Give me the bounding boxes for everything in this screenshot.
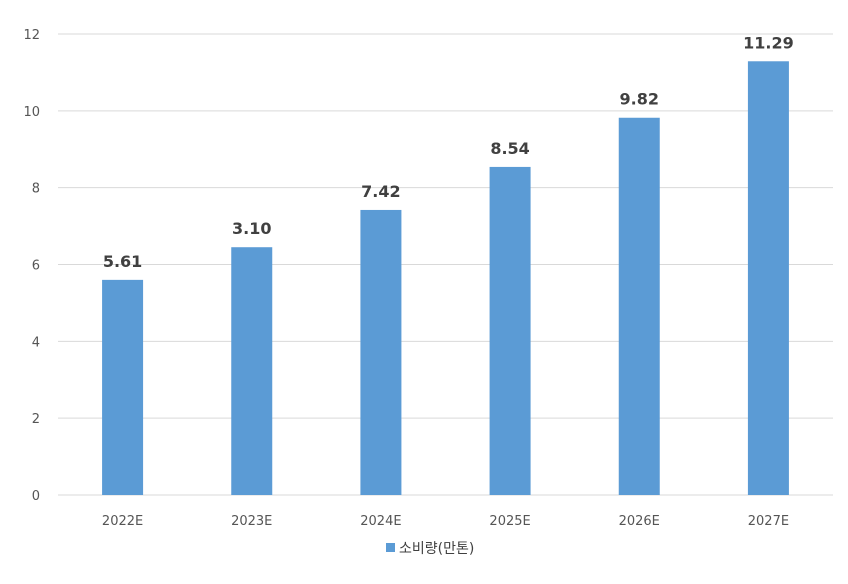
gridlines [58, 33, 833, 496]
x-tick-label: 2024E [360, 514, 401, 529]
bar-2024E [360, 209, 402, 495]
data-label-2022E: 5.61 [103, 252, 142, 271]
y-tick-label: 12 [23, 28, 40, 43]
bar-2023E [231, 247, 273, 495]
y-axis-tick-labels: 0 2 4 6 8 10 12 [23, 28, 40, 504]
bars [102, 61, 789, 496]
bar-2026E [618, 117, 660, 495]
x-tick-label: 2027E [748, 514, 789, 529]
x-tick-label: 2025E [489, 514, 530, 529]
legend: 소비량(만톤) [386, 541, 474, 557]
bar-2025E [489, 166, 531, 495]
data-label-2026E: 9.82 [620, 90, 659, 109]
legend-label: 소비량(만톤) [399, 541, 474, 557]
data-label-2024E: 7.42 [361, 182, 400, 201]
data-labels: 5.61 3.10 7.42 8.54 9.82 11.29 [103, 33, 794, 271]
y-tick-label: 8 [32, 182, 40, 197]
data-label-2027E: 11.29 [743, 33, 794, 52]
data-label-2023E: 3.10 [232, 219, 271, 238]
x-tick-label: 2022E [102, 514, 143, 529]
x-tick-label: 2023E [231, 514, 272, 529]
y-tick-label: 0 [32, 489, 40, 504]
data-label-2025E: 8.54 [490, 139, 529, 158]
y-tick-label: 2 [32, 412, 40, 427]
x-axis-tick-labels: 2022E 2023E 2024E 2025E 2026E 2027E [102, 514, 789, 529]
x-tick-label: 2026E [619, 514, 660, 529]
bar-2022E [102, 279, 144, 495]
legend-swatch [386, 543, 395, 552]
bar-2027E [747, 61, 789, 496]
y-tick-label: 10 [23, 105, 40, 120]
y-tick-label: 4 [32, 335, 40, 350]
y-tick-label: 6 [32, 259, 40, 274]
